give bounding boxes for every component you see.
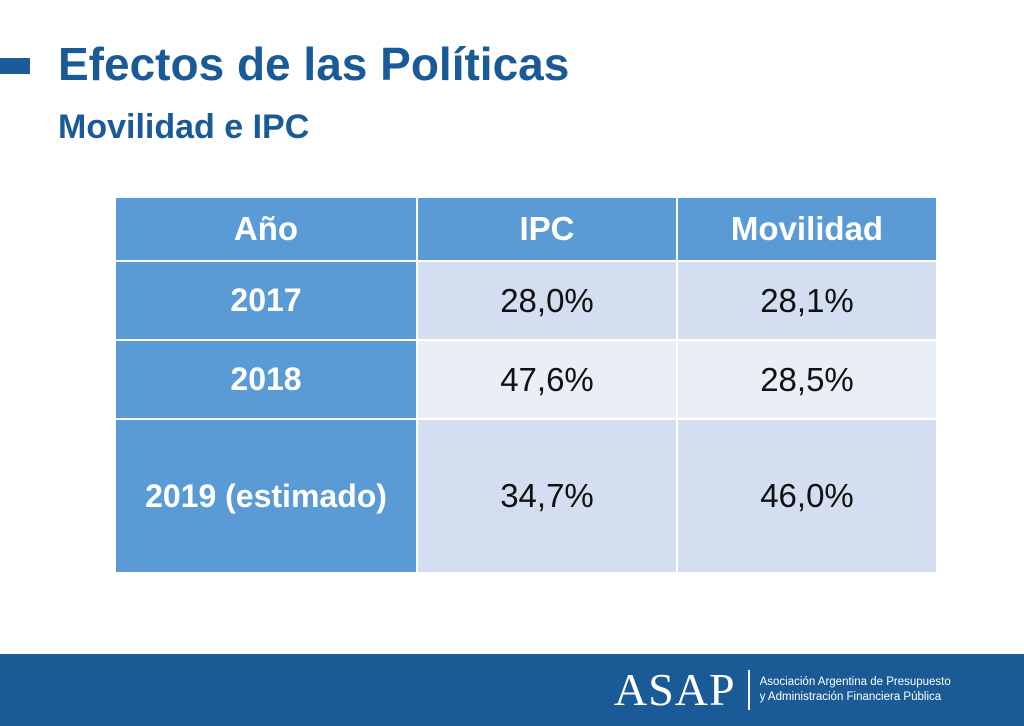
movilidad-cell: 28,1% [676,260,938,341]
asap-logo: ASAP Asociación Argentina de Presupuesto… [614,664,951,716]
table-header-row: Año IPC Movilidad [114,196,938,262]
data-table: Año IPC Movilidad 2017 28,0% 28,1% 2018 … [114,196,938,574]
logo-text-line-2: y Administración Financiera Pública [759,691,942,703]
movilidad-cell: 46,0% [676,418,938,574]
table-row: 2017 28,0% 28,1% [114,260,938,341]
title-accent-bar [0,58,30,74]
logo-organization-name: Asociación Argentina de Presupuesto y Ad… [760,675,951,705]
column-header-movilidad: Movilidad [676,196,938,262]
logo-wordmark: ASAP [614,664,736,715]
logo-divider [747,670,750,710]
ipc-cell: 28,0% [416,260,678,341]
ipc-cell: 47,6% [416,339,678,420]
movilidad-cell: 28,5% [676,339,938,420]
table-row: 2018 47,6% 28,5% [114,339,938,420]
logo-text-line-1: Asociación Argentina de Presupuesto [759,676,951,689]
ipc-cell: 34,7% [416,418,678,574]
table-row: 2019 (estimado) 34,7% 46,0% [114,418,938,574]
year-cell: 2018 [114,339,418,420]
page-subtitle: Movilidad e IPC [58,108,310,146]
year-cell: 2017 [114,260,418,341]
column-header-year: Año [114,196,418,262]
year-cell: 2019 (estimado) [114,418,418,574]
page-title: Efectos de las Políticas [58,38,570,90]
footer-bar: ASAP Asociación Argentina de Presupuesto… [0,654,1024,726]
column-header-ipc: IPC [416,196,678,262]
